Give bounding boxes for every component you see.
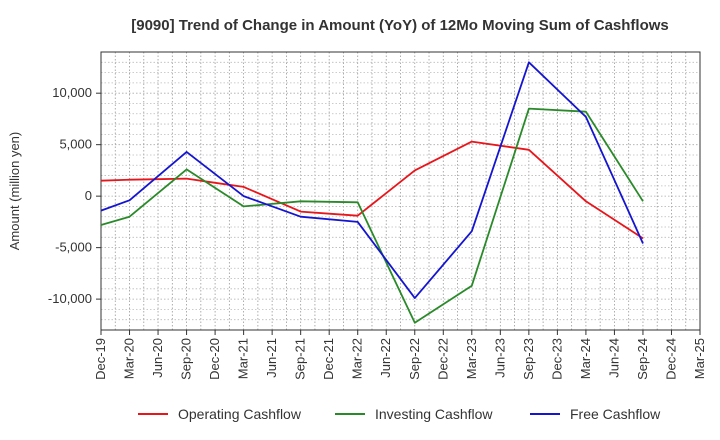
investing-cashflow-line [100, 107, 644, 324]
x-tick-label: Mar-24 [578, 338, 593, 379]
series-lines [100, 61, 644, 324]
y-tick-label: 5,000 [59, 137, 92, 152]
x-tick-label: Jun-22 [378, 338, 393, 378]
x-tick-label: Jun-23 [492, 338, 507, 378]
operating-cashflow-line [100, 140, 644, 240]
y-tick-label: 10,000 [52, 85, 92, 100]
legend: Operating Cashflow Investing Cashflow Free… [138, 406, 661, 422]
legend-label-free-cashflow: Free Cashflow [570, 406, 661, 422]
chart-title: [9090] Trend of Change in Amount (YoY) o… [131, 17, 669, 34]
x-tick-label: Sep-23 [521, 338, 536, 380]
legend-label-operating-cashflow: Operating Cashflow [178, 406, 302, 422]
x-tick-label: Dec-24 [663, 338, 678, 380]
y-axis-label: Amount (million yen) [7, 132, 22, 251]
x-tick-label: Dec-22 [435, 338, 450, 380]
grid-lines [100, 51, 701, 331]
x-tick-label: Dec-20 [207, 338, 222, 380]
plot-area [101, 52, 700, 330]
y-tick-label: 0 [85, 188, 92, 203]
x-tick-label: Sep-22 [407, 338, 422, 380]
x-tick-label: Jun-24 [606, 338, 621, 378]
x-tick-label: Sep-24 [635, 338, 650, 380]
x-tick-label: Jun-21 [264, 338, 279, 378]
legend-label-investing-cashflow: Investing Cashflow [375, 406, 493, 422]
x-tick-label: Mar-22 [350, 338, 365, 379]
x-tick-label: Sep-21 [293, 338, 308, 380]
x-tick-label: Mar-21 [236, 338, 251, 379]
free-cashflow-line [100, 61, 644, 300]
x-tick-label: Jun-20 [150, 338, 165, 378]
x-tick-label: Dec-23 [549, 338, 564, 380]
axes: -10,000 -5,000 0 5,000 10,000 Dec-19 Mar-20 Jun… [48, 51, 707, 380]
x-tick-label: Mar-23 [464, 338, 479, 379]
y-tick-label: -5,000 [55, 240, 92, 255]
x-tick-label: Mar-20 [122, 338, 137, 379]
y-tick-label: -10,000 [48, 291, 92, 306]
x-tick-label: Sep-20 [179, 338, 194, 380]
plot-border [100, 51, 701, 331]
x-tick-label: Mar-25 [692, 338, 707, 379]
x-tick-label: Dec-19 [93, 338, 108, 380]
x-tick-label: Dec-21 [321, 338, 336, 380]
